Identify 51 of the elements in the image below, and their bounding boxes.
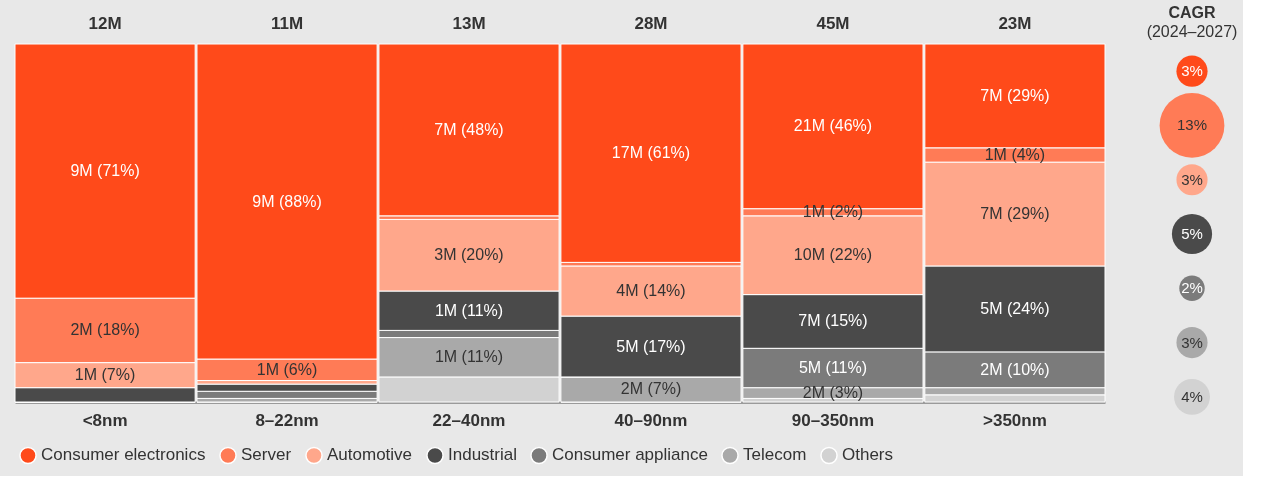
data-label: 4M (14%)	[616, 282, 686, 300]
data-label: 4%	[1181, 387, 1203, 405]
data-label: 21M (46%)	[793, 117, 873, 135]
x-tick-label: 8–22nm	[255, 410, 319, 430]
data-label: 13%	[1176, 116, 1208, 134]
x-tick-label: <8nm	[82, 410, 128, 430]
data-label: 5M (11%)	[798, 358, 868, 376]
text: 13M	[452, 14, 486, 33]
data-label: 3%	[1181, 62, 1203, 80]
data-label: 3M (20%)	[434, 246, 504, 264]
data-label: 1M (11%)	[434, 301, 504, 319]
x-tick-label: 90–350nm	[791, 410, 875, 430]
data-label: 5M (24%)	[980, 299, 1050, 317]
data-label: 5M (17%)	[616, 337, 686, 355]
text: 12M	[88, 14, 122, 33]
data-label: 7M (29%)	[980, 86, 1050, 104]
data-label: 10M (22%)	[793, 246, 873, 264]
data-label: 1M (11%)	[434, 348, 504, 366]
data-label: 1M (7%)	[74, 366, 136, 384]
data-label: 17M (61%)	[611, 144, 691, 162]
x-tick-label: >350nm	[983, 410, 1047, 430]
text: CAGR	[1168, 4, 1216, 21]
data-label: 7M (29%)	[980, 205, 1050, 223]
x-tick-label: 22–40nm	[432, 410, 506, 430]
x-tick-label: 40–90nm	[614, 410, 688, 430]
data-label: 2%	[1181, 279, 1203, 297]
text: 11M	[270, 14, 304, 33]
data-label: 9M (71%)	[70, 162, 140, 180]
legend-label: Industrial	[448, 445, 517, 465]
data-label: 2M (7%)	[620, 380, 682, 398]
data-label: 7M (15%)	[798, 312, 868, 330]
data-label: 2M (10%)	[980, 360, 1050, 378]
text: (2024–2027)	[1146, 23, 1238, 40]
data-label: 9M (88%)	[252, 192, 322, 210]
data-label: 5%	[1181, 225, 1203, 242]
legend-label: Others	[842, 445, 894, 465]
legend-label: Telecom	[743, 445, 807, 465]
legend-label: Consumer electronics	[41, 445, 206, 465]
text: 23M	[998, 14, 1032, 33]
data-label: 3%	[1181, 333, 1203, 351]
data-label: 7M (48%)	[434, 120, 504, 138]
data-label: 1M (4%)	[984, 145, 1046, 163]
legend-label: Server	[241, 445, 292, 465]
data-label: 2M (18%)	[70, 321, 140, 339]
legend-label: Automotive	[327, 445, 413, 465]
legend-label: Consumer appliance	[552, 445, 708, 465]
text: 45M	[816, 14, 850, 33]
data-label: 3%	[1181, 170, 1203, 188]
data-label: 2M (3%)	[802, 384, 864, 402]
text: 28M	[634, 14, 668, 33]
data-label: 1M (6%)	[256, 360, 318, 378]
